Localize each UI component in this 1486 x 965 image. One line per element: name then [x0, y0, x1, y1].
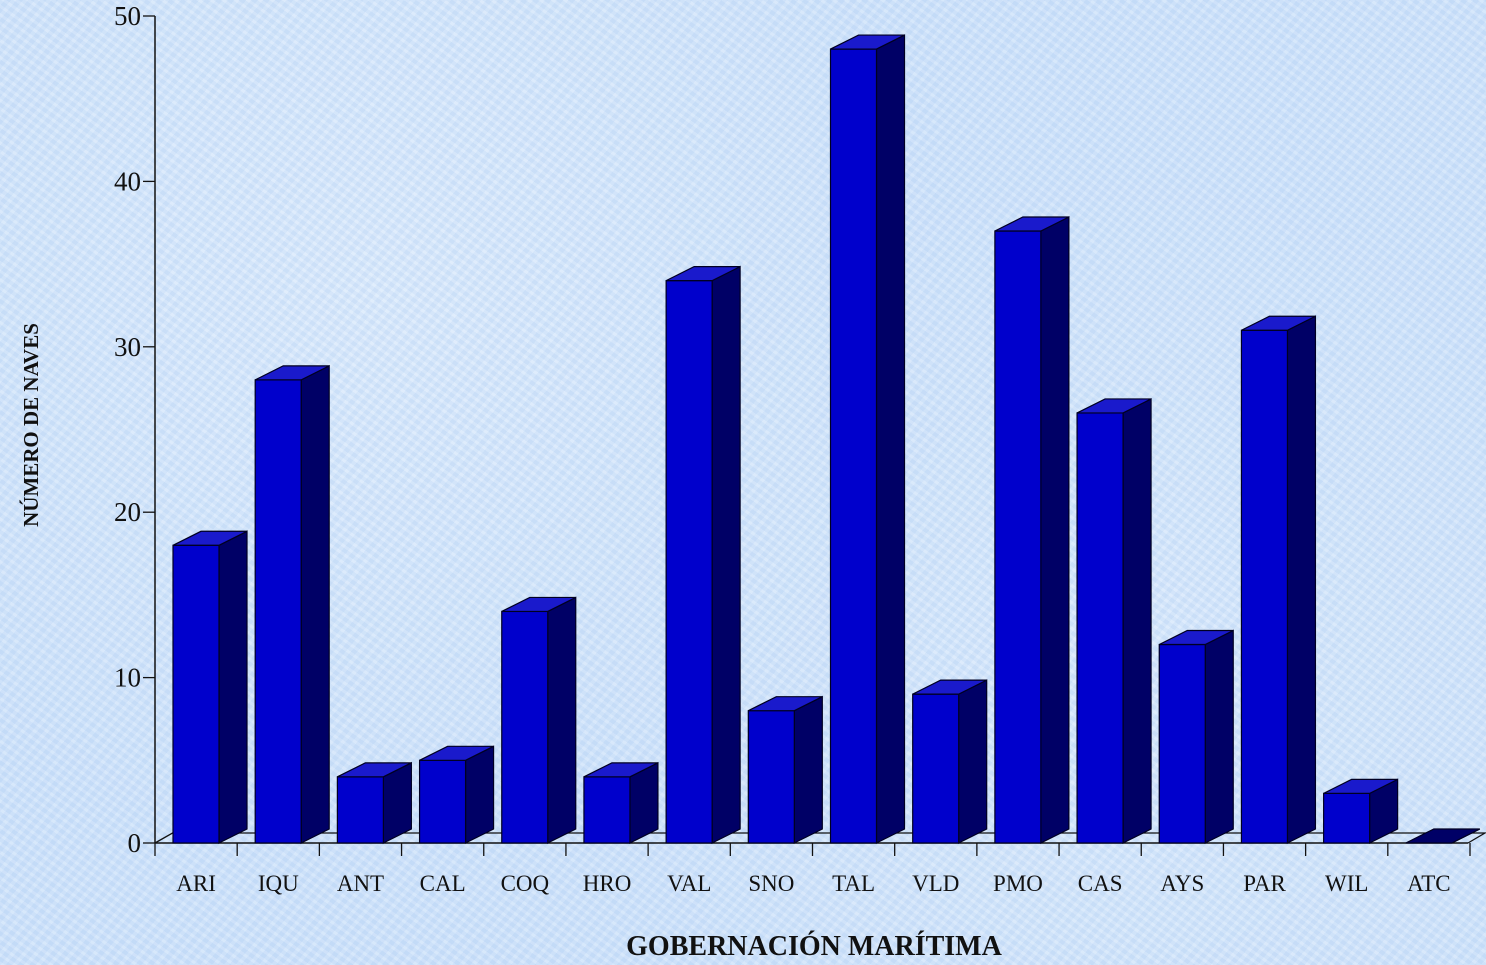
- x-tick-label: SNO: [748, 871, 794, 896]
- x-tick-label: AYS: [1160, 871, 1204, 896]
- bar-iqu: [254, 364, 330, 844]
- bar-coq: [501, 596, 577, 844]
- bar-top-face: [172, 530, 248, 546]
- bar-front-face: [418, 759, 467, 844]
- bar-vld: [912, 679, 988, 844]
- x-tick-label: WIL: [1325, 871, 1368, 896]
- bar-front-face: [336, 776, 384, 844]
- bar-front-face: [1240, 329, 1289, 844]
- bar-front-face: [1076, 412, 1124, 844]
- axes: 0 10 20 30 40 50: [114, 1, 1486, 858]
- bar-front-face: [583, 776, 631, 844]
- bar-top-face: [501, 596, 577, 613]
- y-axis-title: NÚMERO DE NAVES: [19, 323, 43, 527]
- x-tick-label: VLD: [912, 871, 959, 896]
- bar-front-face: [254, 379, 302, 844]
- bar-tal: [829, 34, 906, 844]
- x-tick-label: PAR: [1243, 871, 1286, 896]
- bar-side-face: [1286, 315, 1317, 844]
- y-tick-label: 20: [114, 497, 141, 527]
- bar-front-face: [994, 230, 1042, 844]
- bar-top-face: [1158, 629, 1234, 646]
- x-tick-label: COQ: [501, 871, 550, 896]
- x-tick-label: ATC: [1407, 871, 1450, 896]
- chart-floor: [154, 832, 1486, 844]
- bar-cas: [1076, 397, 1152, 844]
- bar-top-face: [1241, 315, 1316, 331]
- bar-front-face: [912, 693, 960, 844]
- bar-front-face: [1158, 643, 1206, 844]
- category-labels: ARI IQU ANT CAL COQ HRO VAL SNO TAL VLD PMO CAS AYS P…: [176, 871, 1450, 896]
- bar-atc: [1405, 828, 1481, 844]
- bar-side-face: [547, 596, 577, 844]
- bar-side-face: [793, 695, 823, 844]
- bar-side-face: [711, 265, 741, 844]
- bar-pmo: [994, 216, 1070, 844]
- x-tick-label: CAS: [1078, 871, 1123, 896]
- bar-side-face: [1122, 397, 1152, 844]
- x-tick-label: VAL: [667, 871, 711, 896]
- x-tick-label: ARI: [176, 871, 216, 896]
- x-axis-title: GOBERNACIÓN MARÍTIMA: [626, 931, 1002, 962]
- y-tick-label: 30: [114, 332, 141, 362]
- x-tick-label: CAL: [420, 871, 466, 896]
- bar-top-face: [748, 696, 823, 712]
- bar-top-face: [1076, 398, 1152, 414]
- y-tick-label: 10: [114, 663, 141, 693]
- y-tick-label: 40: [114, 166, 141, 196]
- bar-side-face: [464, 745, 495, 844]
- bar-side-face: [958, 679, 988, 844]
- bar-front-face: [747, 710, 795, 844]
- bar-hro: [583, 761, 659, 844]
- bar-sno: [747, 695, 823, 844]
- bar-top-face: [665, 266, 741, 282]
- x-tick-label: PMO: [993, 871, 1043, 896]
- bar-ari: [172, 530, 248, 844]
- bar-side-face: [1040, 216, 1070, 844]
- bar-top-face: [419, 745, 494, 761]
- bar-cal: [418, 745, 495, 844]
- y-tick-label: 0: [128, 828, 142, 858]
- x-tick-label: ANT: [337, 871, 384, 896]
- x-tick-label: TAL: [832, 871, 875, 896]
- bar-side-face: [1204, 629, 1234, 844]
- bar-top-face: [830, 34, 905, 50]
- y-axis-ticks: 0 10 20 30 40 50: [114, 1, 155, 858]
- bar-ant: [336, 761, 412, 844]
- bar-val: [665, 265, 741, 844]
- bar-top-face: [254, 365, 330, 381]
- bar-top-face: [1405, 828, 1481, 844]
- bar-top-face: [337, 762, 412, 778]
- bar-par: [1240, 315, 1317, 844]
- x-axis-ticks: [154, 843, 1471, 856]
- bar-top-face: [994, 216, 1070, 232]
- x-tick-label: HRO: [583, 871, 632, 896]
- bars: [172, 34, 1481, 844]
- bar-top-face: [583, 762, 659, 778]
- bar-side-face: [300, 364, 330, 844]
- bar-side-face: [218, 530, 248, 844]
- bar-front-face: [1323, 792, 1371, 844]
- bar-front-face: [829, 48, 878, 844]
- bar-ays: [1158, 629, 1234, 844]
- y-tick-label: 50: [114, 1, 141, 31]
- bar-front-face: [172, 544, 220, 844]
- bar-wil: [1323, 778, 1399, 844]
- bar-front-face: [665, 280, 713, 844]
- bar-top-face: [912, 679, 987, 695]
- bar-front-face: [501, 610, 549, 844]
- bar-top-face: [1323, 778, 1398, 794]
- bar-side-face: [875, 34, 906, 844]
- x-tick-label: IQU: [258, 871, 299, 896]
